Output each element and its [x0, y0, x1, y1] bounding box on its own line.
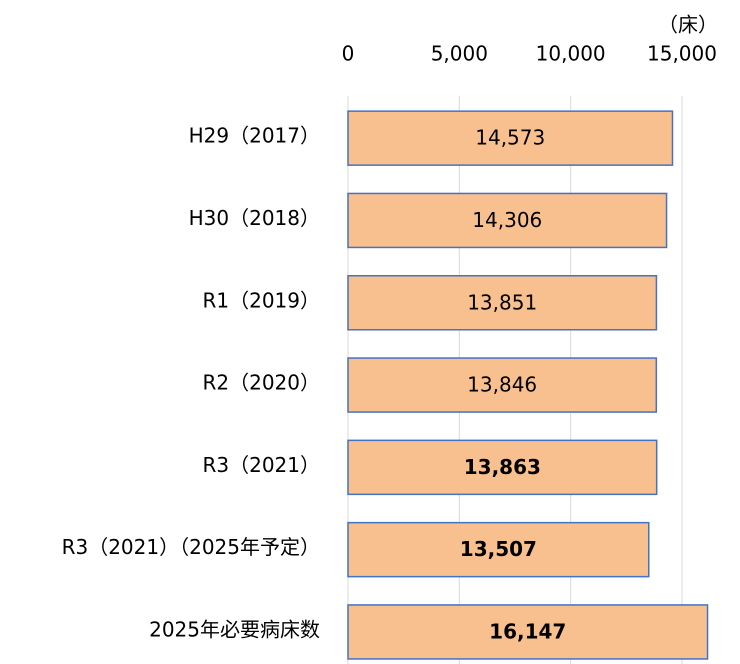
y-tick-label: R2（2020） — [202, 371, 320, 395]
x-tick-label: 0 — [342, 42, 355, 66]
value-label: 13,846 — [467, 373, 537, 397]
y-tick-label: 2025年必要病床数 — [149, 617, 320, 641]
bar — [347, 521, 650, 578]
bar — [347, 604, 709, 660]
x-tick-label: 10,000 — [536, 42, 606, 66]
y-tick-label: H29（2017） — [189, 124, 320, 148]
bar — [347, 357, 658, 413]
bar — [347, 439, 658, 496]
y-tick-label: H30（2018） — [189, 206, 320, 230]
value-label: 14,306 — [472, 208, 542, 232]
y-tick-label: R3（2021） — [202, 453, 320, 477]
bar — [347, 110, 674, 166]
value-label: 14,573 — [475, 126, 545, 150]
x-tick-label: 5,000 — [431, 42, 488, 66]
value-label: 16,147 — [489, 619, 566, 643]
bar — [347, 192, 668, 249]
y-tick-label: R1（2019） — [202, 288, 320, 312]
value-label: 13,851 — [467, 290, 537, 314]
x-tick-label: 15,000 — [647, 42, 717, 66]
value-label: 13,863 — [464, 455, 541, 479]
bar — [347, 275, 658, 331]
y-tick-label: R3（2021）（2025年予定） — [62, 535, 320, 559]
value-label: 13,507 — [460, 537, 537, 561]
unit-label: （床） — [658, 13, 718, 37]
